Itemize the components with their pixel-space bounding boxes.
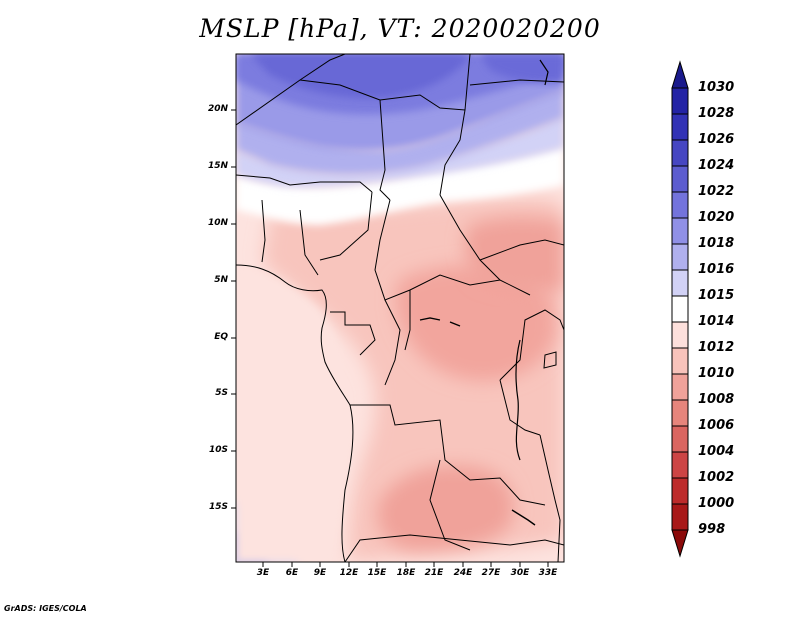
colorbar-label-1000: 1000 bbox=[698, 496, 735, 511]
colorbar-label-1004: 1004 bbox=[698, 444, 735, 459]
lat-ticks bbox=[231, 109, 236, 509]
map-title: MSLP [hPa], VT: 2020020200 bbox=[199, 14, 601, 43]
colorbar-label-1008: 1008 bbox=[698, 392, 735, 407]
colorbar-box bbox=[671, 139, 689, 167]
pressure-field bbox=[236, 54, 564, 562]
lon-label-27e: 27E bbox=[481, 568, 501, 578]
colorbar-box bbox=[671, 503, 689, 531]
colorbar-box bbox=[671, 191, 689, 219]
colorbar-box bbox=[671, 477, 689, 505]
colorbar-box bbox=[671, 217, 689, 245]
colorbar-label-1030: 1030 bbox=[698, 80, 735, 95]
colorbar-label-1002: 1002 bbox=[698, 470, 735, 485]
lat-label-5s: 5S bbox=[215, 388, 228, 398]
lat-label-10s: 10S bbox=[208, 445, 228, 455]
colorbar-box bbox=[671, 321, 689, 349]
colorbar-label-1016: 1016 bbox=[698, 262, 735, 277]
grads-credit: GrADS: IGES/COLA bbox=[4, 604, 87, 613]
colorbar-box bbox=[671, 425, 689, 453]
colorbar-label-1014: 1014 bbox=[698, 314, 735, 329]
lat-label-15s: 15S bbox=[208, 502, 228, 512]
colorbar-label-1012: 1012 bbox=[698, 340, 735, 355]
colorbar-label-1010: 1010 bbox=[698, 366, 735, 381]
lat-label-10n: 10N bbox=[207, 218, 228, 228]
lon-label-30e: 30E bbox=[510, 568, 530, 578]
lon-label-12e: 12E bbox=[339, 568, 359, 578]
colorbar-box bbox=[671, 165, 689, 193]
colorbar-bottom-arrow bbox=[671, 529, 689, 558]
lon-label-21e: 21E bbox=[424, 568, 444, 578]
colorbar-box bbox=[671, 243, 689, 271]
colorbar-label-998: 998 bbox=[698, 522, 726, 537]
lon-label-6e: 6E bbox=[285, 568, 299, 578]
colorbar-label-1015: 1015 bbox=[698, 288, 735, 303]
colorbar-box bbox=[671, 113, 689, 141]
colorbar-label-1024: 1024 bbox=[698, 158, 735, 173]
lon-ticks bbox=[262, 562, 549, 567]
lon-label-24e: 24E bbox=[453, 568, 473, 578]
lat-label-15n: 15N bbox=[207, 161, 228, 171]
lon-label-3e: 3E bbox=[256, 568, 270, 578]
colorbar-box bbox=[671, 87, 689, 115]
lon-label-9e: 9E bbox=[313, 568, 327, 578]
lat-label-5n: 5N bbox=[214, 275, 228, 285]
colorbar-label-1028: 1028 bbox=[698, 106, 735, 121]
colorbar-box bbox=[671, 373, 689, 401]
lon-label-18e: 18E bbox=[396, 568, 416, 578]
lat-label-20n: 20N bbox=[207, 104, 228, 114]
colorbar-boxes bbox=[671, 87, 689, 531]
colorbar-box bbox=[671, 451, 689, 479]
lat-label-eq: EQ bbox=[214, 332, 228, 342]
colorbar-box bbox=[671, 347, 689, 375]
colorbar-label-1020: 1020 bbox=[698, 210, 735, 225]
colorbar-box bbox=[671, 399, 689, 427]
colorbar-label-1018: 1018 bbox=[698, 236, 735, 251]
colorbar-box bbox=[671, 295, 689, 323]
borders bbox=[236, 54, 564, 562]
colorbar-box bbox=[671, 269, 689, 297]
colorbar-label-1006: 1006 bbox=[698, 418, 735, 433]
colorbar-top-arrow bbox=[671, 60, 689, 89]
lon-label-33e: 33E bbox=[538, 568, 558, 578]
lon-label-15e: 15E bbox=[367, 568, 387, 578]
map-frame bbox=[235, 53, 565, 563]
colorbar-label-1022: 1022 bbox=[698, 184, 735, 199]
colorbar-label-1026: 1026 bbox=[698, 132, 735, 147]
